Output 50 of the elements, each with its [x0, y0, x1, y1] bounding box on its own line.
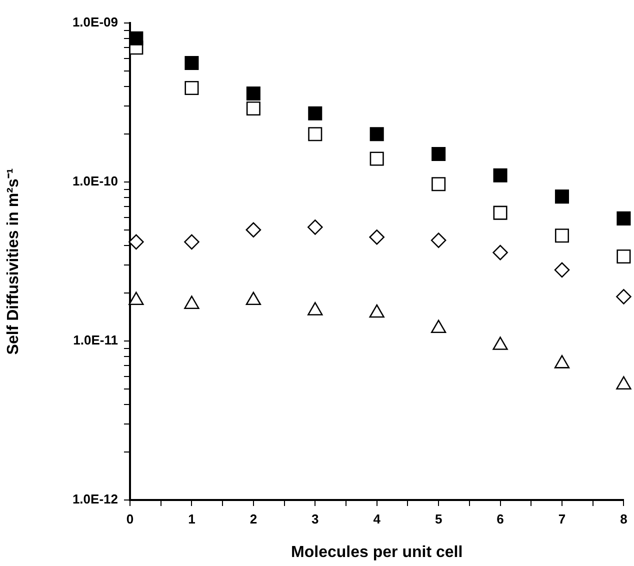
point: [432, 177, 446, 192]
point: [616, 376, 632, 390]
point: [370, 152, 384, 166]
y-tick-label: 1.0E-09: [72, 14, 118, 30]
point: [430, 232, 446, 248]
point: [184, 234, 200, 250]
point: [493, 206, 508, 220]
y-tick-label: 1.0E-11: [73, 332, 118, 348]
point: [184, 56, 199, 70]
point: [616, 211, 631, 226]
point: [492, 244, 508, 260]
point: [369, 229, 384, 245]
point: [307, 220, 323, 235]
point: [493, 168, 508, 182]
x-tick-label: 0: [126, 511, 134, 526]
x-tick-label: 7: [558, 511, 566, 526]
x-tick-label: 2: [250, 511, 258, 526]
point: [369, 304, 384, 318]
y-axis-title: Self Diffusivities in m²s⁻¹: [5, 168, 22, 355]
x-tick-label: 4: [373, 511, 382, 526]
x-tick-label: 8: [620, 511, 628, 526]
y-tick-label: 1.0E-12: [72, 492, 118, 507]
point: [184, 81, 199, 96]
point: [554, 262, 570, 278]
point: [308, 106, 322, 120]
point: [246, 86, 260, 101]
x-tick-label: 1: [188, 511, 196, 526]
point: [554, 190, 569, 204]
point: [308, 127, 322, 142]
x-tick-label: 6: [496, 511, 504, 526]
x-axis-title: Molecules per unit cell: [291, 544, 463, 561]
point: [616, 249, 631, 264]
x-tick-label: 3: [312, 511, 319, 526]
point: [554, 355, 570, 368]
point: [492, 336, 508, 350]
point: [129, 31, 144, 46]
point: [128, 234, 144, 250]
point: [554, 228, 569, 243]
point: [246, 222, 262, 238]
point: [308, 302, 323, 316]
point: [246, 292, 262, 306]
point: [370, 127, 384, 142]
point: [430, 320, 446, 334]
point: [432, 146, 446, 162]
point: [246, 101, 260, 116]
point: [184, 296, 200, 310]
y-tick-label: 1.0E-10: [72, 174, 118, 189]
point: [128, 292, 144, 306]
x-tick-label: 5: [434, 511, 442, 526]
point: [616, 289, 632, 304]
